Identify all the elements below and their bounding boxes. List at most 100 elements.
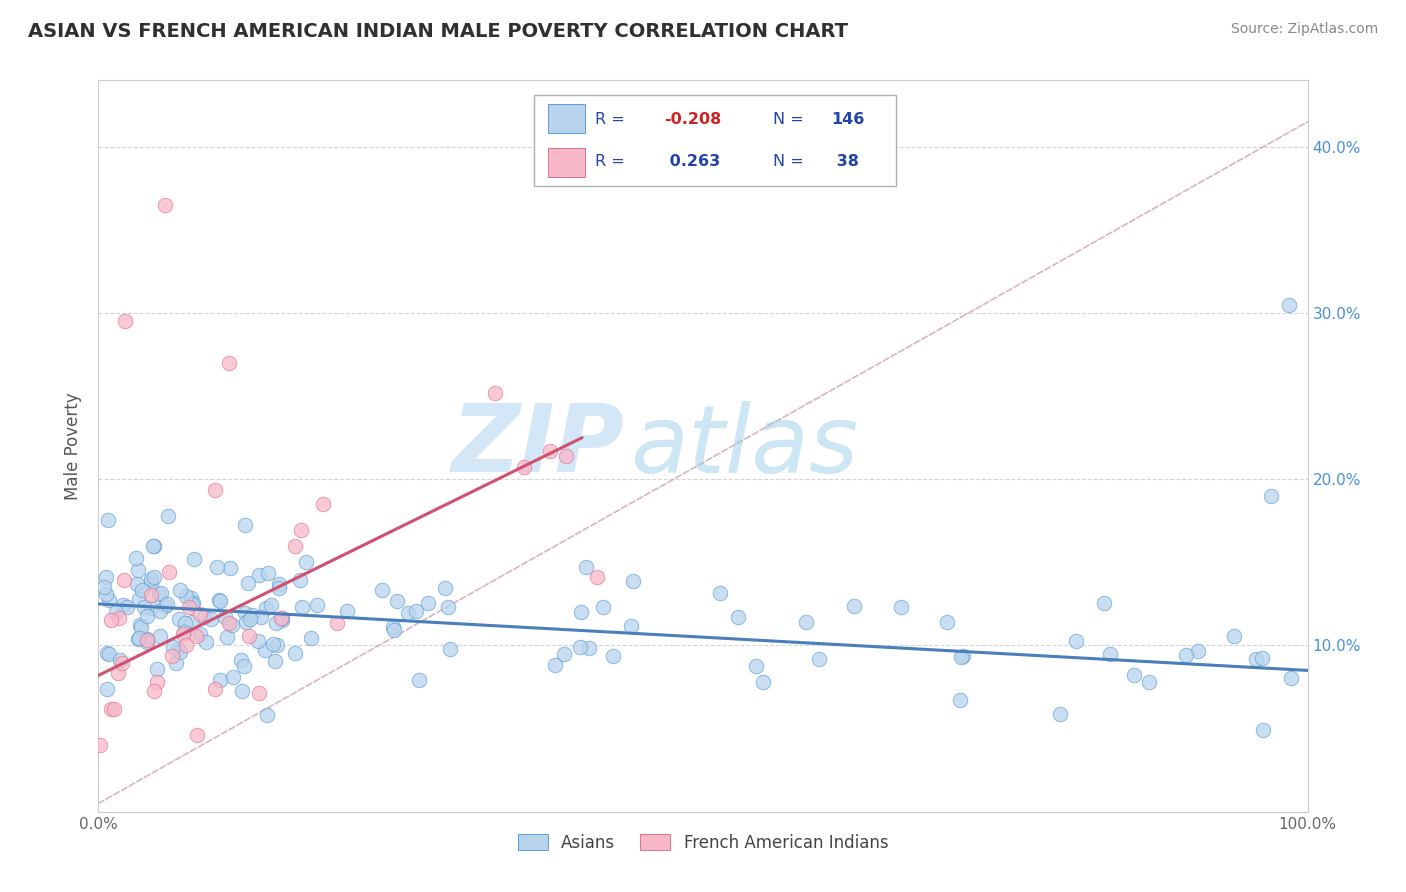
Point: [219, 560, 242, 574]
Point: [247, 568, 270, 582]
Text: atlas: atlas: [630, 401, 859, 491]
Point: [284, 646, 307, 660]
Point: [149, 629, 172, 643]
Point: [208, 673, 231, 687]
Point: [1260, 489, 1282, 503]
Point: [132, 599, 155, 614]
Y-axis label: Male Poverty: Male Poverty: [65, 392, 83, 500]
Point: [183, 551, 205, 566]
Point: [437, 599, 460, 614]
Point: [586, 570, 609, 584]
Point: [96, 646, 118, 660]
Point: [173, 624, 195, 639]
Point: [148, 587, 170, 601]
Point: [218, 356, 240, 370]
Point: [233, 606, 256, 620]
Point: [142, 539, 165, 553]
Point: [266, 615, 288, 630]
Point: [254, 600, 277, 615]
Point: [160, 649, 183, 664]
Point: [578, 641, 600, 656]
Point: [233, 659, 256, 673]
Point: [544, 658, 567, 673]
Point: [592, 599, 614, 614]
Point: [174, 589, 197, 603]
Point: [1174, 648, 1197, 662]
Point: [1098, 648, 1121, 662]
Point: [142, 683, 165, 698]
Point: [936, 615, 959, 629]
Point: [416, 596, 439, 610]
Point: [1092, 597, 1115, 611]
Point: [136, 632, 159, 646]
Point: [238, 576, 260, 591]
Point: [752, 675, 775, 690]
Point: [257, 566, 280, 581]
Point: [162, 640, 184, 654]
Point: [111, 598, 134, 612]
Point: [127, 577, 149, 591]
Point: [512, 460, 534, 475]
Point: [181, 597, 204, 611]
Text: ZIP: ZIP: [451, 400, 624, 492]
Point: [149, 604, 172, 618]
Point: [250, 609, 273, 624]
Point: [157, 566, 180, 580]
Point: [96, 570, 118, 584]
Point: [204, 681, 226, 696]
Point: [890, 600, 912, 615]
Point: [1279, 671, 1302, 685]
Point: [1137, 674, 1160, 689]
Point: [1066, 633, 1088, 648]
Point: [299, 631, 322, 645]
Point: [433, 581, 456, 595]
Point: [553, 647, 575, 661]
Point: [408, 673, 430, 687]
Text: Source: ZipAtlas.com: Source: ZipAtlas.com: [1230, 22, 1378, 37]
Point: [127, 632, 149, 647]
Point: [842, 599, 865, 613]
Point: [176, 638, 198, 652]
Point: [1049, 706, 1071, 721]
Point: [575, 560, 598, 574]
Point: [184, 629, 207, 643]
Point: [235, 615, 257, 629]
Point: [128, 592, 150, 607]
Point: [165, 657, 187, 671]
Point: [326, 616, 349, 631]
Point: [153, 599, 176, 613]
Point: [221, 618, 243, 632]
Point: [283, 539, 305, 553]
Point: [135, 609, 157, 624]
Point: [218, 616, 240, 631]
Point: [238, 629, 260, 643]
Point: [371, 582, 394, 597]
Point: [439, 641, 461, 656]
Point: [146, 662, 169, 676]
Point: [1251, 723, 1274, 737]
Point: [111, 656, 134, 670]
Point: [143, 570, 166, 584]
Point: [1122, 668, 1144, 682]
Point: [294, 555, 316, 569]
Point: [169, 645, 191, 659]
Point: [385, 594, 408, 608]
Point: [382, 623, 405, 637]
Point: [180, 591, 202, 605]
Point: [1250, 651, 1272, 665]
Point: [231, 684, 253, 698]
Point: [188, 627, 211, 641]
Point: [229, 653, 252, 667]
Point: [538, 444, 561, 458]
Point: [89, 738, 111, 752]
Point: [124, 551, 146, 566]
Text: ASIAN VS FRENCH AMERICAN INDIAN MALE POVERTY CORRELATION CHART: ASIAN VS FRENCH AMERICAN INDIAN MALE POV…: [28, 22, 848, 41]
Point: [131, 583, 153, 598]
Point: [288, 573, 311, 587]
Point: [169, 583, 191, 598]
Point: [181, 615, 204, 629]
Point: [139, 572, 162, 586]
Point: [105, 606, 128, 620]
Point: [1244, 652, 1267, 666]
Point: [174, 615, 197, 630]
